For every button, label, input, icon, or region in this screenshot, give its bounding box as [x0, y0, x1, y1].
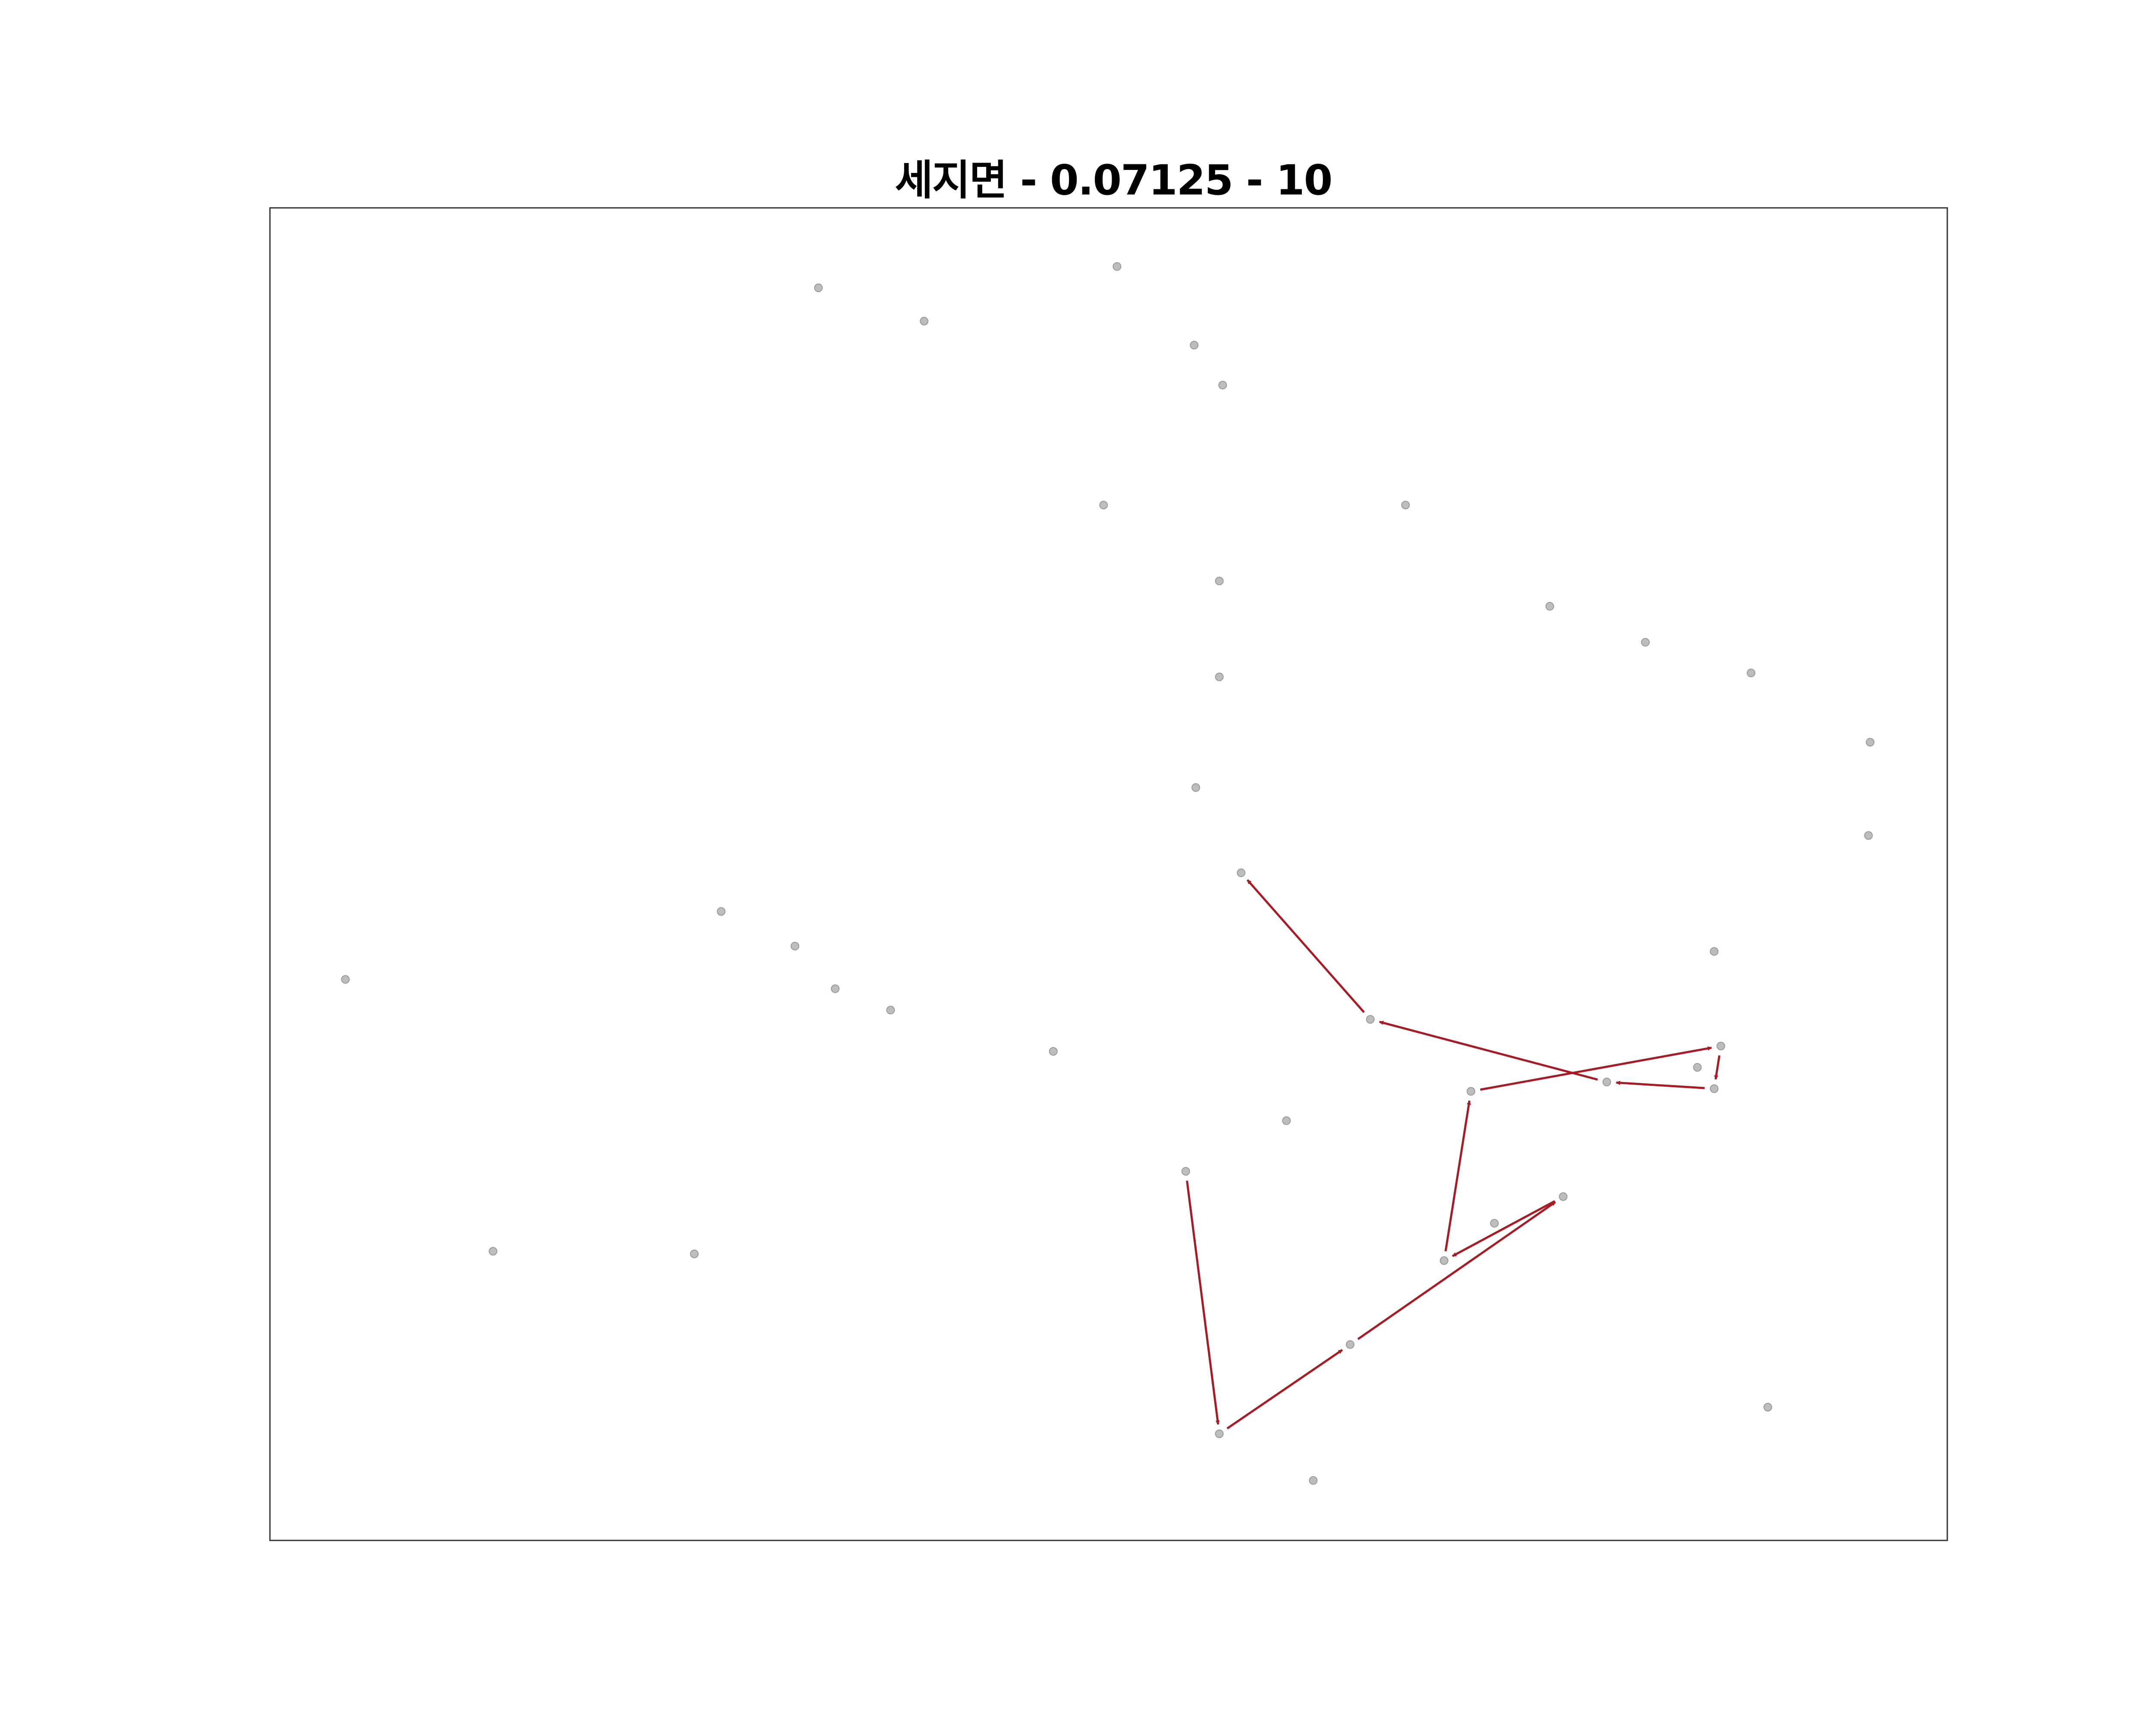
data-point: [1099, 501, 1108, 510]
plot-frame: [269, 207, 1948, 1541]
data-point: [1346, 1340, 1355, 1349]
data-point: [1218, 380, 1227, 389]
data-point: [1746, 668, 1755, 677]
data-point: [1191, 783, 1200, 792]
data-point: [1366, 1015, 1375, 1024]
data-point: [1864, 831, 1873, 840]
path-arrow: [1186, 1180, 1220, 1425]
data-point: [1710, 947, 1719, 956]
data-point: [1763, 1403, 1772, 1411]
data-point: [1112, 262, 1122, 271]
data-point: [1237, 868, 1246, 877]
data-point: [1467, 1087, 1476, 1096]
data-point: [1693, 1063, 1702, 1072]
path-arrow: [1226, 1349, 1343, 1430]
path-arrow: [1379, 1020, 1598, 1081]
path-arrow: [1444, 1100, 1471, 1251]
data-point: [717, 907, 726, 916]
data-point: [1215, 672, 1224, 681]
data-point: [920, 317, 929, 326]
path-arrow: [1452, 1200, 1555, 1257]
data-point: [790, 941, 799, 950]
data-point: [341, 975, 350, 984]
data-point: [1215, 1429, 1224, 1438]
data-point: [1716, 1041, 1725, 1051]
data-point: [886, 1006, 895, 1015]
chart-title: 세지면 - 0.07125 - 10: [895, 156, 1332, 204]
data-point: [1309, 1476, 1318, 1485]
path-arrow: [1714, 1055, 1720, 1080]
data-point: [1641, 638, 1650, 647]
path-arrow: [1246, 879, 1365, 1013]
data-point: [1559, 1192, 1568, 1201]
data-point: [1401, 501, 1410, 510]
data-point: [1190, 341, 1199, 350]
path-arrow: [1616, 1080, 1705, 1089]
point-series: [341, 262, 1875, 1485]
data-point: [1602, 1078, 1611, 1087]
data-point: [1282, 1116, 1291, 1125]
data-point: [1049, 1047, 1058, 1056]
data-point: [1181, 1167, 1190, 1176]
data-point: [1490, 1219, 1499, 1228]
data-point: [1866, 738, 1875, 747]
data-point: [1440, 1256, 1448, 1265]
data-point: [1545, 602, 1554, 611]
path-arrow: [1357, 1201, 1556, 1340]
data-point: [830, 984, 840, 993]
tour-path: [1186, 879, 1720, 1430]
data-point: [1215, 577, 1224, 586]
data-point: [814, 283, 823, 292]
data-point: [690, 1249, 699, 1258]
path-arrow: [1480, 1046, 1712, 1091]
data-point: [1710, 1084, 1719, 1093]
data-point: [489, 1247, 498, 1256]
